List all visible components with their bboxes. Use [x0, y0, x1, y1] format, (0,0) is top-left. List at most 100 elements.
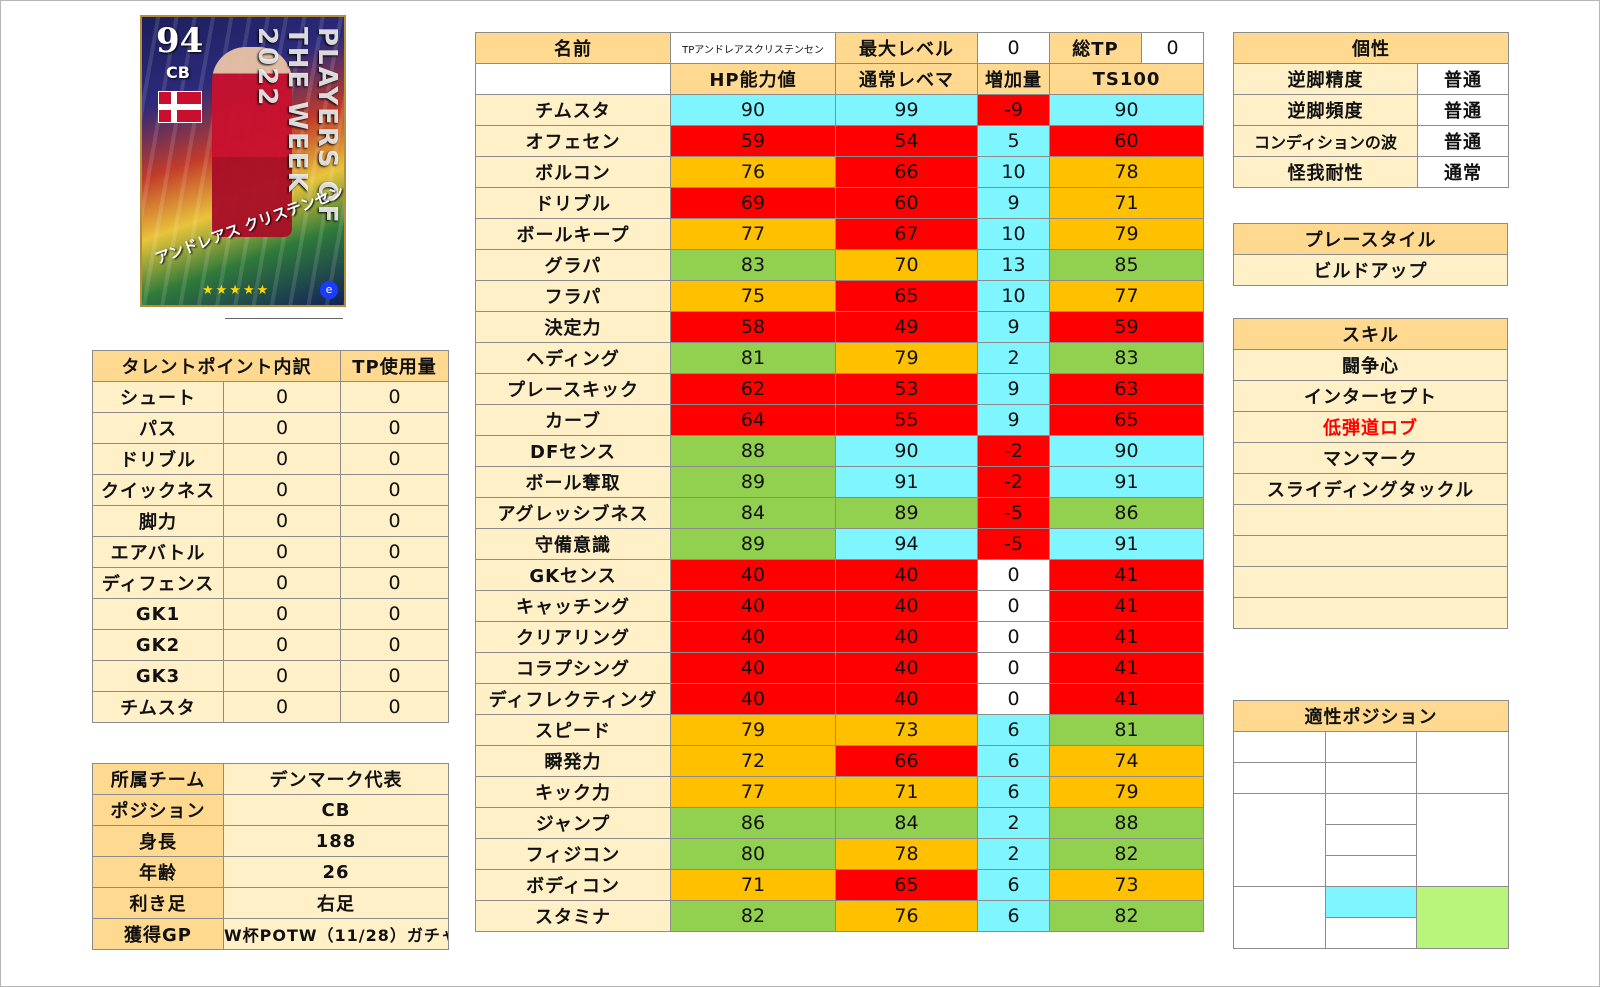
stat-row: カーブ 64 55 9 65	[475, 404, 1204, 436]
talent-points: 0	[223, 474, 341, 506]
stat-ts100-value: 91	[1049, 466, 1204, 498]
stat-label: キック力	[475, 776, 671, 808]
name-label: 名前	[475, 32, 671, 64]
stat-row: ディフレクティング 40 40 0 41	[475, 683, 1204, 715]
stat-label: フィジコン	[475, 838, 671, 870]
stat-row: プレースキック 62 53 9 63	[475, 373, 1204, 405]
stat-ts100-value: 90	[1049, 94, 1204, 126]
stat-hp-value: 89	[670, 528, 836, 560]
info-row: 身長 188	[92, 825, 449, 857]
pos-cell	[1325, 731, 1417, 763]
stat-label: GKセンス	[475, 559, 671, 591]
stat-increase-value: -2	[977, 466, 1050, 498]
stat-increase-value: 6	[977, 776, 1050, 808]
stat-increase-value: 2	[977, 838, 1050, 870]
personality-row: 逆脚精度 普通	[1233, 63, 1509, 95]
pos-cell	[1233, 731, 1326, 763]
stat-label: ヘディング	[475, 342, 671, 374]
stat-row: フィジコン 80 78 2 82	[475, 838, 1204, 870]
col-increase: 増加量	[977, 63, 1050, 95]
stat-increase-value: 10	[977, 280, 1050, 312]
max-level-label: 最大レベル	[835, 32, 978, 64]
stat-label: オフェセン	[475, 125, 671, 157]
stat-level-value: 73	[835, 714, 978, 746]
info-label: ポジション	[92, 794, 224, 826]
talent-used: 0	[340, 536, 449, 568]
talent-points: 0	[223, 629, 341, 661]
stat-increase-value: 6	[977, 869, 1050, 901]
stat-row: ボールキープ 77 67 10 79	[475, 218, 1204, 250]
talent-label: 脚力	[92, 505, 224, 537]
stat-increase-value: 2	[977, 342, 1050, 374]
stat-ts100-value: 86	[1049, 497, 1204, 529]
stat-level-value: 60	[835, 187, 978, 219]
stat-level-value: 71	[835, 776, 978, 808]
stat-row: 守備意識 89 94 -5 91	[475, 528, 1204, 560]
talent-header-used: TP使用量	[340, 350, 449, 382]
stat-label: プレースキック	[475, 373, 671, 405]
stat-row: チムスタ 90 99 -9 90	[475, 94, 1204, 126]
talent-points: 0	[223, 505, 341, 537]
max-level-value: 0	[977, 32, 1050, 64]
stat-level-value: 65	[835, 280, 978, 312]
stat-increase-value: 6	[977, 745, 1050, 777]
stat-level-value: 94	[835, 528, 978, 560]
personality-label: 逆脚頻度	[1233, 94, 1418, 126]
info-value: CB	[223, 794, 449, 826]
stat-level-value: 65	[835, 869, 978, 901]
stat-label: ボールキープ	[475, 218, 671, 250]
stat-level-value: 40	[835, 590, 978, 622]
stat-row: アグレッシブネス 84 89 -5 86	[475, 497, 1204, 529]
stat-level-value: 89	[835, 497, 978, 529]
stat-level-value: 40	[835, 559, 978, 591]
info-value: 右足	[223, 887, 449, 919]
stat-hp-value: 79	[670, 714, 836, 746]
stats-column-header-row: HP能力値 通常レベマ 増加量 TS100	[475, 63, 1204, 95]
pos-cell	[1415, 731, 1510, 794]
personality-value: 通常	[1417, 156, 1509, 188]
talent-used: 0	[340, 567, 449, 599]
personality-header: 個性	[1233, 32, 1509, 64]
stat-increase-value: 9	[977, 404, 1050, 436]
stat-level-value: 40	[835, 652, 978, 684]
stat-ts100-value: 74	[1049, 745, 1204, 777]
stat-row: ジャンプ 86 84 2 88	[475, 807, 1204, 839]
stat-increase-value: -2	[977, 435, 1050, 467]
stat-ts100-value: 63	[1049, 373, 1204, 405]
stat-hp-value: 89	[670, 466, 836, 498]
stat-ts100-value: 88	[1049, 807, 1204, 839]
personality-table: 個性 逆脚精度 普通 逆脚頻度 普通 コンディションの波 普通 怪我耐性 通常	[1233, 32, 1509, 188]
skill-item	[1233, 504, 1508, 536]
talent-label: GK2	[92, 629, 224, 661]
stat-row: スタミナ 82 76 6 82	[475, 900, 1204, 932]
talent-row: クイックネス 0 0	[92, 474, 449, 506]
talent-row: パス 0 0	[92, 412, 449, 444]
stat-ts100-value: 79	[1049, 218, 1204, 250]
stat-label: スピード	[475, 714, 671, 746]
talent-points: 0	[223, 691, 341, 723]
stat-row: クリアリング 40 40 0 41	[475, 621, 1204, 653]
stat-level-value: 55	[835, 404, 978, 436]
stat-level-value: 79	[835, 342, 978, 374]
stat-label: クリアリング	[475, 621, 671, 653]
positions-table: 適性ポジション	[1232, 700, 1510, 949]
player-figure	[212, 47, 292, 237]
pos-cell	[1233, 886, 1326, 949]
stat-row: 決定力 58 49 9 59	[475, 311, 1204, 343]
stat-level-value: 90	[835, 435, 978, 467]
stat-label: 決定力	[475, 311, 671, 343]
stat-level-value: 49	[835, 311, 978, 343]
talent-points: 0	[223, 381, 341, 413]
talent-used: 0	[340, 412, 449, 444]
stat-ts100-value: 65	[1049, 404, 1204, 436]
personality-row: コンディションの波 普通	[1233, 125, 1509, 157]
stat-row: ドリブル 69 60 9 71	[475, 187, 1204, 219]
stat-label: ボール奪取	[475, 466, 671, 498]
talent-used: 0	[340, 629, 449, 661]
stat-level-value: 66	[835, 156, 978, 188]
stat-row: オフェセン 59 54 5 60	[475, 125, 1204, 157]
talent-used: 0	[340, 443, 449, 475]
talent-used: 0	[340, 474, 449, 506]
skill-item	[1233, 597, 1508, 629]
stat-hp-value: 86	[670, 807, 836, 839]
